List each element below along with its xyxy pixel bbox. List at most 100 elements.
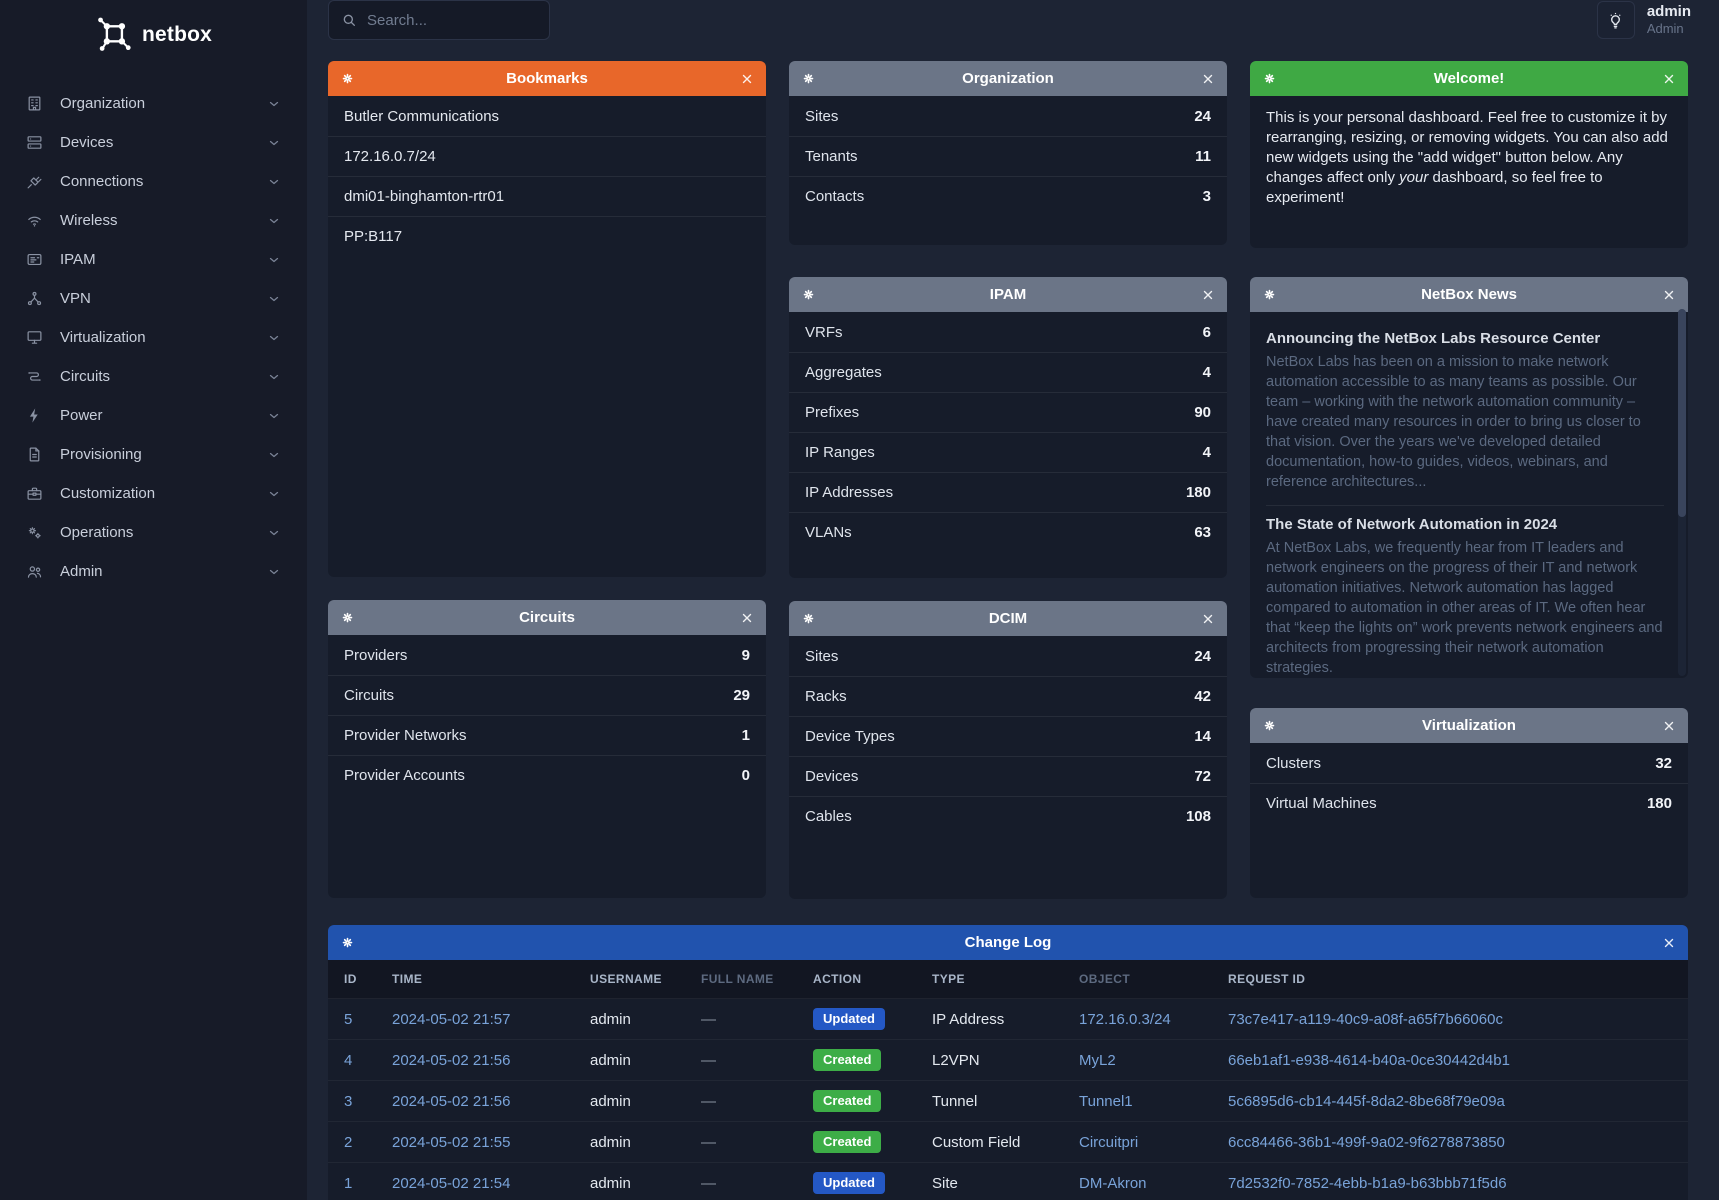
close-icon[interactable] xyxy=(1201,612,1215,626)
changelog-time-link[interactable]: 2024-05-02 21:56 xyxy=(384,1039,582,1081)
stat-label[interactable]: Aggregates xyxy=(805,364,882,381)
changelog-id-link[interactable]: 4 xyxy=(328,1039,384,1081)
stat-label[interactable]: Contacts xyxy=(805,188,865,205)
changelog-requestid-link[interactable]: 5c6895d6-cb14-445f-8da2-8be68f79e09a xyxy=(1220,1080,1688,1122)
news-article-headline[interactable]: Announcing the NetBox Labs Resource Cent… xyxy=(1266,330,1601,347)
changelog-row: 1 2024-05-02 21:54 admin — Updated Site … xyxy=(328,1162,1688,1200)
changelog-id-link[interactable]: 2 xyxy=(328,1121,384,1163)
stat-label[interactable]: Circuits xyxy=(344,687,395,704)
bookmark-link[interactable]: 172.16.0.7/24 xyxy=(328,136,766,176)
changelog-column-header[interactable]: TIME xyxy=(384,960,582,999)
changelog-requestid-link[interactable]: 7d2532f0-7852-4ebb-b1a9-b63bbb71f5d6 xyxy=(1220,1162,1688,1200)
chevron-down-icon xyxy=(267,526,281,540)
stat-label[interactable]: IP Addresses xyxy=(805,484,894,501)
changelog-column-header[interactable]: USERNAME xyxy=(582,960,693,999)
changelog-id-link[interactable]: 1 xyxy=(328,1162,384,1200)
changelog-requestid-link[interactable]: 73c7e417-a119-40c9-a08f-a65f7b66060c xyxy=(1220,998,1688,1040)
changelog-time-link[interactable]: 2024-05-02 21:55 xyxy=(384,1121,582,1163)
news-article-body: NetBox Labs has been on a mission to mak… xyxy=(1266,354,1641,490)
theme-toggle-button[interactable] xyxy=(1596,1,1635,39)
changelog-requestid-link[interactable]: 6cc84466-36b1-499f-9a02-9f6278873850 xyxy=(1220,1121,1688,1163)
sidebar-item[interactable]: Circuits xyxy=(0,357,307,396)
news-scrollbar-thumb[interactable] xyxy=(1678,309,1686,517)
sidebar-item[interactable]: Power xyxy=(0,396,307,435)
chevron-down-icon xyxy=(267,97,281,111)
stat-label[interactable]: Provider Networks xyxy=(344,727,467,744)
changelog-object-link[interactable]: MyL2 xyxy=(1071,1039,1220,1081)
widget-config-icon[interactable] xyxy=(340,935,355,950)
stat-label[interactable]: Racks xyxy=(805,688,847,705)
stat-row: Device Types 14 xyxy=(789,716,1227,756)
changelog-time-link[interactable]: 2024-05-02 21:56 xyxy=(384,1080,582,1122)
chevron-down-icon xyxy=(267,409,281,423)
gears-icon xyxy=(26,524,43,541)
news-article-headline[interactable]: The State of Network Automation in 2024 xyxy=(1266,516,1558,533)
sidebar-item[interactable]: IPAM xyxy=(0,240,307,279)
changelog-time-link[interactable]: 2024-05-02 21:54 xyxy=(384,1162,582,1200)
close-icon[interactable] xyxy=(1201,288,1215,302)
stat-label[interactable]: Prefixes xyxy=(805,404,860,421)
changelog-fullname: — xyxy=(693,1121,805,1163)
netbox-logo[interactable]: netbox xyxy=(0,12,307,58)
stat-label[interactable]: IP Ranges xyxy=(805,444,875,461)
sidebar-item[interactable]: VPN xyxy=(0,279,307,318)
sidebar-item[interactable]: Operations xyxy=(0,513,307,552)
stat-label[interactable]: Devices xyxy=(805,768,859,785)
stat-label[interactable]: Cables xyxy=(805,808,852,825)
changelog-column-header[interactable]: ID xyxy=(328,960,384,999)
chevron-down-icon xyxy=(267,370,281,384)
changelog-requestid-link[interactable]: 66eb1af1-e938-4614-b40a-0ce30442d4b1 xyxy=(1220,1039,1688,1081)
widget-config-icon[interactable] xyxy=(340,71,355,86)
stat-label[interactable]: Clusters xyxy=(1266,754,1322,772)
user-menu[interactable]: admin Admin xyxy=(1647,3,1691,37)
widget-config-icon[interactable] xyxy=(1262,71,1277,86)
close-icon[interactable] xyxy=(1662,72,1676,86)
changelog-column-header[interactable]: ACTION xyxy=(805,960,924,999)
widget-config-icon[interactable] xyxy=(801,71,816,86)
stat-label[interactable]: Virtual Machines xyxy=(1266,795,1377,812)
sidebar-item[interactable]: Virtualization xyxy=(0,318,307,357)
sidebar-item[interactable]: Customization xyxy=(0,474,307,513)
bookmark-link[interactable]: Butler Communications xyxy=(344,107,500,125)
changelog-id-link[interactable]: 3 xyxy=(328,1080,384,1122)
changelog-time-link[interactable]: 2024-05-02 21:57 xyxy=(384,998,582,1040)
changelog-object-link[interactable]: DM-Akron xyxy=(1071,1162,1220,1200)
close-icon[interactable] xyxy=(740,72,754,86)
chevron-down-icon xyxy=(267,487,281,501)
sidebar-item[interactable]: Connections xyxy=(0,162,307,201)
stat-label[interactable]: Tenants xyxy=(805,148,858,165)
widget-config-icon[interactable] xyxy=(1262,287,1277,302)
widget-config-icon[interactable] xyxy=(340,610,355,625)
stat-label[interactable]: VRFs xyxy=(805,323,843,341)
close-icon[interactable] xyxy=(1662,936,1676,950)
stat-label[interactable]: VLANs xyxy=(805,524,852,541)
bookmark-link[interactable]: dmi01-binghamton-rtr01 xyxy=(328,176,766,216)
close-icon[interactable] xyxy=(1662,719,1676,733)
stat-label[interactable]: Sites xyxy=(805,647,839,665)
changelog-object-link[interactable]: Circuitpri xyxy=(1071,1121,1220,1163)
close-icon[interactable] xyxy=(1201,72,1215,86)
widget-config-icon[interactable] xyxy=(801,287,816,302)
widget-config-icon[interactable] xyxy=(801,611,816,626)
sidebar-item[interactable]: Admin xyxy=(0,552,307,591)
sidebar-item[interactable]: Wireless xyxy=(0,201,307,240)
changelog-column-header: FULL NAME xyxy=(693,960,805,999)
changelog-column-header[interactable]: TYPE xyxy=(924,960,1071,999)
changelog-id-link[interactable]: 5 xyxy=(328,998,384,1040)
sidebar-item-label: Devices xyxy=(60,134,114,151)
sidebar-item[interactable]: Provisioning xyxy=(0,435,307,474)
stat-label[interactable]: Sites xyxy=(805,107,839,125)
stat-label[interactable]: Device Types xyxy=(805,728,895,745)
sidebar-item[interactable]: Devices xyxy=(0,123,307,162)
changelog-object-link[interactable]: Tunnel1 xyxy=(1071,1080,1220,1122)
changelog-object-link[interactable]: 172.16.0.3/24 xyxy=(1071,998,1220,1040)
sidebar-item[interactable]: Organization xyxy=(0,84,307,123)
changelog-column-header[interactable]: REQUEST ID xyxy=(1220,960,1688,999)
stat-label[interactable]: Providers xyxy=(344,646,408,664)
widget-config-icon[interactable] xyxy=(1262,718,1277,733)
close-icon[interactable] xyxy=(1662,288,1676,302)
stat-label[interactable]: Provider Accounts xyxy=(344,767,465,784)
close-icon[interactable] xyxy=(740,611,754,625)
bookmark-link[interactable]: PP:B117 xyxy=(328,216,766,256)
search-input[interactable] xyxy=(367,11,517,29)
